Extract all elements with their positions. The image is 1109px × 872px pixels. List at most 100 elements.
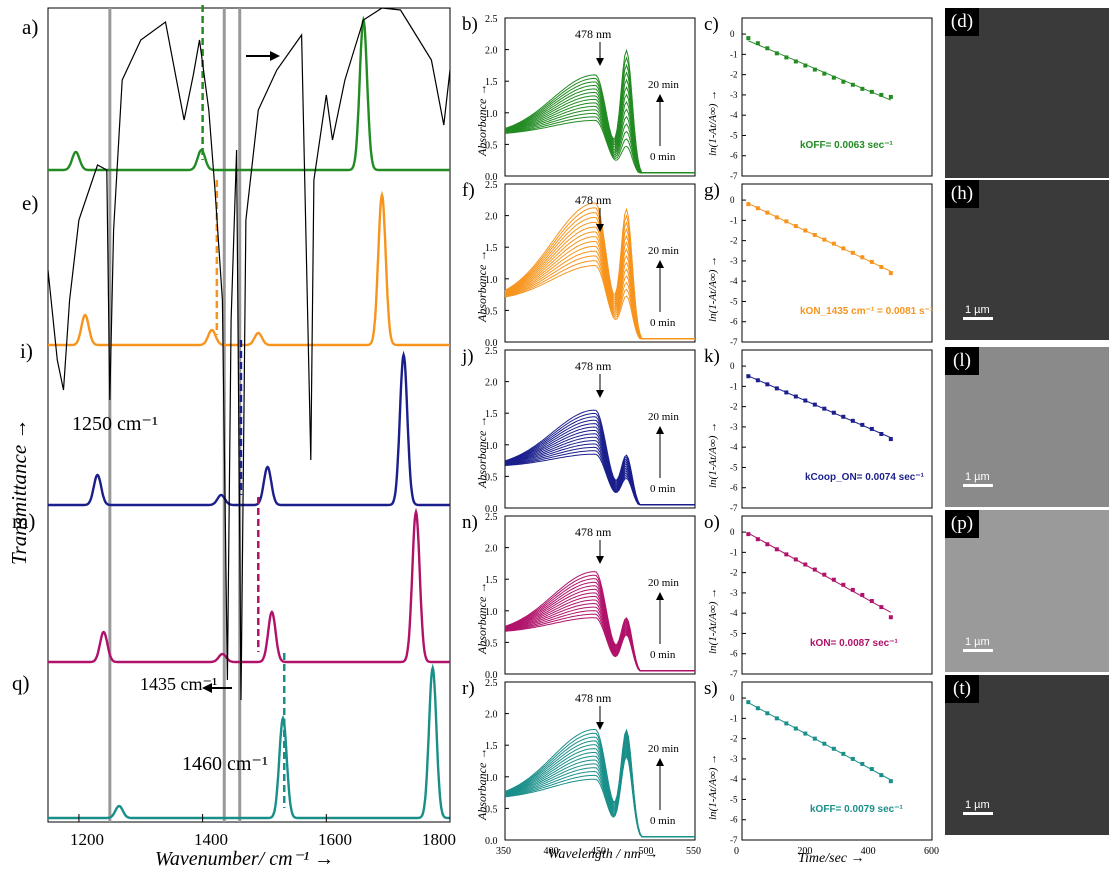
kinetics-point	[812, 232, 817, 237]
kinetics-point	[888, 271, 893, 276]
scale-bar-label: 1 µm	[965, 471, 990, 483]
kinetics-point	[774, 547, 779, 552]
arrow-up-icon	[656, 758, 664, 766]
panel-label-q: q)	[12, 671, 30, 695]
arrow-left-icon	[202, 683, 232, 693]
kinetics-point	[860, 592, 865, 597]
scale-bar	[963, 649, 993, 652]
kinetics-point	[869, 259, 874, 264]
kinetics-point	[822, 572, 827, 577]
kinetics-y-tick-label: 0	[730, 527, 735, 537]
uv-y-tick-label: 2.5	[485, 678, 498, 689]
kinetics-point	[746, 700, 751, 705]
kinetics-point	[803, 562, 808, 567]
wavelength-label: 478 nm	[575, 691, 612, 705]
wavelength-label: 478 nm	[575, 525, 612, 539]
uv-y-tick-label: 2.0	[485, 544, 498, 555]
uv-spectrum	[504, 571, 695, 672]
ir-trace-e	[48, 190, 450, 347]
panel-label-m: m)	[12, 509, 35, 533]
rate-constant-label: kOFF= 0.0063 sec⁻¹	[800, 140, 894, 151]
kinetics-y-tick-label: -2	[730, 236, 738, 246]
uv-y-tick-label: 0.0	[485, 504, 498, 515]
uv-y-axis-label: Absorbance →	[475, 748, 489, 821]
uv-y-axis-label: Absorbance →	[475, 582, 489, 655]
kinetics-point	[765, 210, 770, 215]
uv-panel-j: 0.0 0.5 1.0 1.5 2.0 2.5 478 nm 20 min 0 min Absor…	[475, 346, 696, 515]
kinetics-y-tick-label: -2	[730, 568, 738, 578]
uv-y-tick-label: 1.5	[485, 243, 498, 254]
panel-label-o: o)	[704, 512, 720, 533]
kinetics-point	[746, 374, 751, 379]
kinetics-point	[812, 402, 817, 407]
kinetics-point	[774, 215, 779, 220]
panel-label-g: g)	[704, 180, 720, 201]
uv-frame	[504, 681, 696, 841]
kinetics-y-tick-label: -1	[730, 381, 738, 391]
uv-spectrum	[504, 728, 695, 838]
rate-constant-label: kCoop_ON= 0.0074 sec⁻¹	[805, 472, 925, 483]
kinetics-point	[869, 89, 874, 94]
kinetics-y-tick-label: -3	[730, 256, 738, 266]
kinetics-point	[793, 394, 798, 399]
kinetics-y-tick-label: -2	[730, 734, 738, 744]
ir-transmittance-trace	[47, 7, 451, 701]
kinetics-point	[850, 756, 855, 761]
time-end-label: 20 min	[648, 245, 679, 257]
ir-x-axis-label: Wavenumber/ cm⁻¹ →	[155, 848, 334, 870]
kinetics-point	[879, 605, 884, 610]
kinetics-point	[888, 779, 893, 784]
uv-y-tick-label: 0.0	[485, 338, 498, 349]
kinetics-point	[803, 731, 808, 736]
kinetics-y-tick-label: -4	[730, 110, 738, 120]
kinetics-y-tick-label: 0	[730, 195, 735, 205]
kinetics-x-tick-label: 200	[797, 846, 812, 857]
annotation-1435: 1435 cm⁻¹	[140, 674, 217, 694]
kinetics-y-tick-label: -7	[730, 669, 738, 679]
kinetics-point	[755, 378, 760, 383]
kinetics-point	[860, 761, 865, 766]
kinetics-point	[822, 741, 827, 746]
uv-x-tick-label: 350	[496, 846, 511, 857]
kinetics-point	[841, 751, 846, 756]
kinetics-point	[860, 255, 865, 260]
uv-y-tick-label: 1.5	[485, 409, 498, 420]
kinetics-y-tick-label: -4	[730, 774, 738, 784]
kinetics-y-axis-label: ln(1-At/A∞) →	[707, 256, 719, 322]
kinetics-point	[784, 721, 789, 726]
kinetics-y-tick-label: -3	[730, 588, 738, 598]
panel-label-p: (p)	[945, 510, 979, 538]
uv-y-tick-label: 0.5	[485, 140, 498, 151]
panel-label-k: k)	[704, 346, 720, 367]
uv-y-tick-label: 1.0	[485, 441, 498, 452]
uv-y-tick-label: 0.0	[485, 172, 498, 183]
kinetics-panel-k: 0 -1 -2 -3 -4 -5 -6 -7 kCoop_ON= 0.0074 sec⁻¹ ln(…	[707, 349, 933, 513]
kinetics-point	[831, 241, 836, 246]
uv-panel-r: 0.0 0.5 1.0 1.5 2.0 2.5 350 400 450 500 550 478 nm 2…	[475, 678, 701, 857]
time-end-label: 20 min	[648, 79, 679, 91]
uv-y-tick-label: 2.5	[485, 180, 498, 191]
kinetics-point	[793, 726, 798, 731]
panel-label-e: e)	[22, 191, 38, 215]
uv-y-tick-label: 1.0	[485, 773, 498, 784]
kinetics-point	[774, 51, 779, 56]
kinetics-y-tick-label: -4	[730, 276, 738, 286]
arrow-up-icon	[656, 94, 664, 102]
uv-y-tick-label: 1.0	[485, 109, 498, 120]
kinetics-y-tick-label: -7	[730, 503, 738, 513]
time-start-label: 0 min	[650, 815, 676, 827]
sem-image-l: (l) 1 µm	[945, 347, 1109, 507]
kinetics-y-tick-label: -5	[730, 794, 738, 804]
scale-bar	[963, 317, 993, 320]
kinetics-point	[784, 390, 789, 395]
kinetics-frame	[741, 183, 933, 343]
uv-panel-f: 0.0 0.5 1.0 1.5 2.0 2.5 478 nm 20 min 0 min Absor…	[475, 180, 696, 349]
uv-y-tick-label: 1.5	[485, 741, 498, 752]
uv-y-tick-label: 0.5	[485, 306, 498, 317]
kinetics-point	[841, 79, 846, 84]
ir-trace-q	[48, 663, 450, 820]
kinetics-fit-line	[748, 375, 892, 439]
arrow-down-head-icon	[596, 58, 604, 66]
uv-y-axis-label: Absorbance →	[475, 84, 489, 157]
time-start-label: 0 min	[650, 151, 676, 163]
